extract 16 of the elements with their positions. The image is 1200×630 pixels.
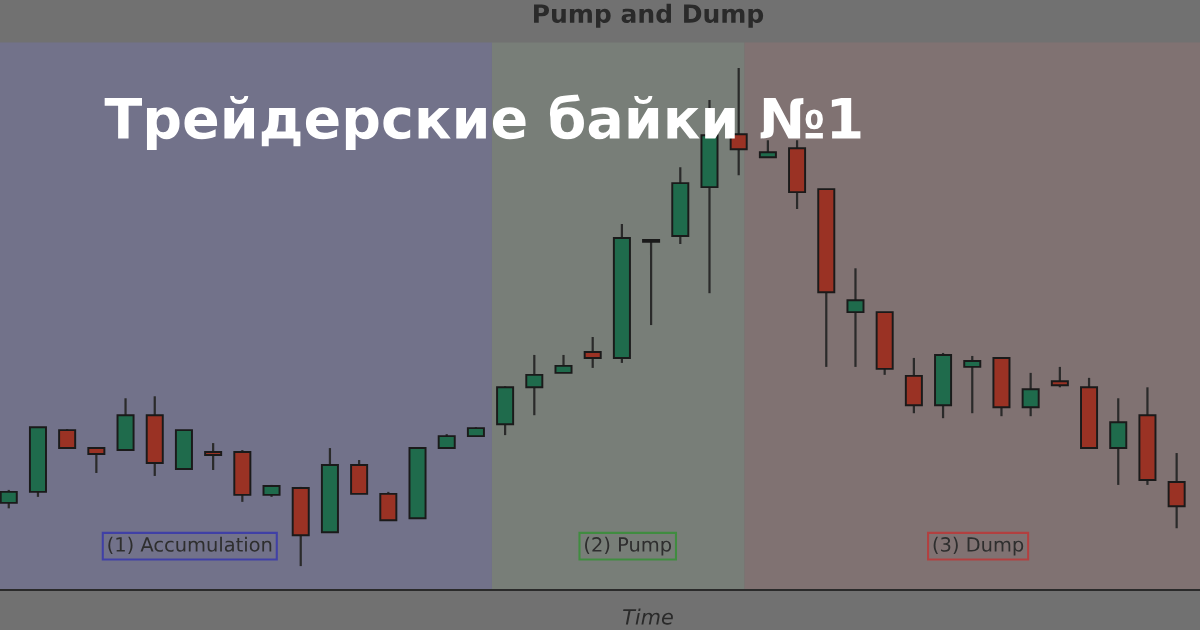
- candlestick: [1021, 371, 1040, 418]
- chart-title: Pump and Dump: [534, 3, 764, 28]
- annotation: (2) Pump: [585, 536, 672, 556]
- candlestick: [846, 267, 865, 369]
- candlestick: [1050, 365, 1069, 389]
- candlestick: [963, 354, 982, 415]
- candlestick: [0, 488, 18, 510]
- candlestick: [58, 428, 77, 450]
- candlestick: [583, 335, 602, 369]
- annotation: (1) Accumulation: [108, 536, 272, 555]
- candlestick: [204, 441, 223, 472]
- candlestick: [642, 237, 661, 327]
- x-axis-title: Time: [623, 608, 673, 625]
- candlestick: [525, 353, 544, 417]
- annotation: (3) Dump: [933, 536, 1024, 556]
- candlestick: [87, 445, 106, 475]
